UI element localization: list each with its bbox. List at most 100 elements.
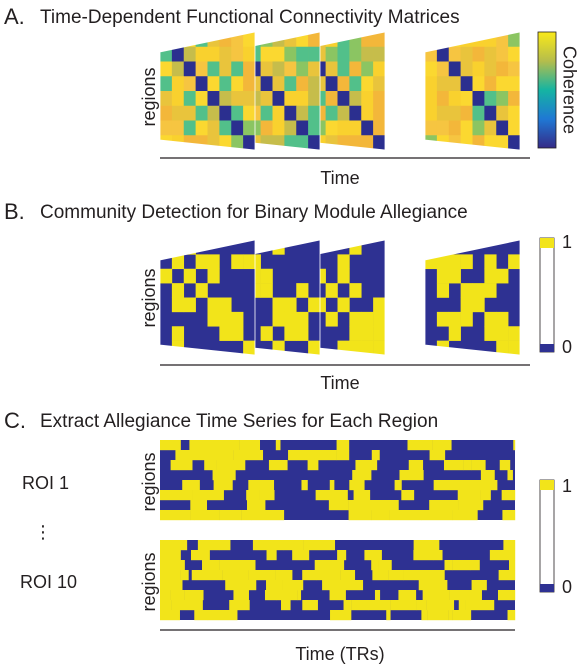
matrix-cell bbox=[361, 326, 374, 341]
matrix-cell bbox=[308, 91, 320, 107]
matrix-cell bbox=[436, 283, 450, 298]
colorbar-bottom bbox=[540, 584, 554, 592]
matrix-cell bbox=[349, 32, 362, 48]
matrix-cell bbox=[373, 326, 385, 341]
matrix-cell bbox=[325, 32, 338, 48]
matrix-cell bbox=[508, 91, 520, 107]
heatmap-run bbox=[336, 450, 350, 461]
matrix-cell bbox=[508, 61, 520, 77]
matrix-cell bbox=[183, 297, 196, 313]
heatmap-run bbox=[394, 480, 402, 491]
heatmap-run bbox=[160, 490, 193, 501]
matrix-cell bbox=[171, 340, 185, 355]
heatmap-run bbox=[465, 480, 498, 491]
matrix-cell bbox=[171, 32, 185, 48]
y-label: regions bbox=[139, 552, 159, 611]
matrix-cell bbox=[195, 135, 208, 150]
heatmap-run bbox=[219, 560, 245, 571]
panel-label: A. bbox=[4, 4, 25, 29]
matrix-cell bbox=[183, 91, 196, 107]
matrix-cell bbox=[231, 135, 244, 150]
matrix-cell bbox=[243, 254, 255, 270]
matrix-cell bbox=[219, 297, 232, 313]
matrix-cell bbox=[272, 120, 285, 136]
matrix-cell bbox=[460, 76, 473, 92]
heatmap-run bbox=[513, 440, 516, 451]
matrix-cell bbox=[195, 32, 208, 48]
matrix-cell bbox=[296, 76, 309, 92]
matrix-cell bbox=[460, 297, 473, 313]
matrix-cell bbox=[195, 254, 208, 270]
heatmap-run bbox=[339, 580, 364, 591]
matrix-cell bbox=[243, 46, 255, 62]
panel-title: Extract Allegiance Time Series for Each … bbox=[40, 411, 438, 432]
heatmap-run bbox=[427, 610, 449, 621]
colorbar bbox=[539, 237, 555, 353]
matrix-cell bbox=[508, 105, 520, 121]
heatmap-run bbox=[248, 570, 276, 581]
heatmap-run bbox=[170, 460, 193, 471]
heatmap-run bbox=[275, 440, 281, 451]
matrix-cell bbox=[207, 105, 220, 121]
matrix bbox=[160, 240, 255, 355]
matrix-cell bbox=[171, 91, 185, 107]
heatmap-run bbox=[264, 590, 277, 601]
matrix-cell bbox=[484, 254, 497, 270]
matrix-cell bbox=[436, 340, 450, 355]
heatmap-run bbox=[202, 450, 234, 461]
matrix-cell bbox=[231, 105, 244, 121]
heatmap-run bbox=[374, 590, 381, 601]
matrix-cell bbox=[325, 120, 338, 136]
matrix-cell bbox=[373, 135, 385, 150]
matrix-cell bbox=[508, 46, 520, 62]
matrix-cell bbox=[296, 91, 309, 107]
heatmap-run bbox=[416, 600, 427, 611]
heatmap-run bbox=[239, 440, 261, 451]
heatmap-run bbox=[225, 580, 257, 591]
heatmap-run bbox=[367, 600, 391, 611]
matrix-cell bbox=[472, 105, 485, 121]
heatmap-run bbox=[315, 490, 348, 501]
heatmap-run bbox=[251, 560, 256, 571]
matrix-cell bbox=[436, 311, 450, 327]
heatmap-run bbox=[352, 470, 372, 481]
heatmap-run bbox=[207, 610, 238, 621]
matrix-cell bbox=[496, 61, 509, 77]
heatmap-run bbox=[371, 450, 380, 461]
matrix-cell bbox=[361, 120, 374, 136]
y-label: regions bbox=[139, 268, 159, 327]
matrix-cell bbox=[325, 61, 338, 77]
matrix-cell bbox=[207, 91, 220, 107]
heatmap-run bbox=[329, 480, 335, 491]
matrix-cell bbox=[171, 46, 185, 62]
matrix-cell bbox=[325, 46, 338, 62]
matrix-cell bbox=[284, 105, 297, 121]
heatmap-run bbox=[471, 580, 487, 591]
matrix-cell bbox=[219, 91, 232, 107]
matrix-cell bbox=[296, 135, 309, 150]
matrices bbox=[159, 239, 521, 356]
heatmap-run bbox=[364, 550, 382, 561]
panel-title: Time-Dependent Functional Connectivity M… bbox=[40, 7, 460, 28]
matrix-cell bbox=[308, 135, 320, 150]
heatmap-run bbox=[470, 560, 480, 571]
matrix-cell bbox=[349, 340, 362, 355]
heatmap-run bbox=[448, 610, 453, 621]
heatmap-run bbox=[337, 550, 347, 561]
heatmap-run bbox=[348, 510, 372, 521]
matrix-cell bbox=[207, 311, 220, 327]
heatmap-run bbox=[160, 600, 172, 611]
heatmap-run bbox=[497, 590, 516, 601]
heatmap-run bbox=[301, 480, 308, 491]
matrix-cell bbox=[373, 311, 385, 327]
matrix-cell bbox=[171, 283, 185, 298]
matrix-cell bbox=[171, 254, 185, 270]
heatmap-run bbox=[480, 490, 491, 501]
matrix-cell bbox=[337, 105, 350, 121]
matrix-cell bbox=[195, 46, 208, 62]
matrix-cell bbox=[195, 61, 208, 77]
matrix-cell bbox=[425, 91, 438, 107]
matrix-cell bbox=[231, 91, 244, 107]
roi-label: ROI 10 bbox=[20, 572, 77, 592]
matrix-cell bbox=[361, 76, 374, 92]
